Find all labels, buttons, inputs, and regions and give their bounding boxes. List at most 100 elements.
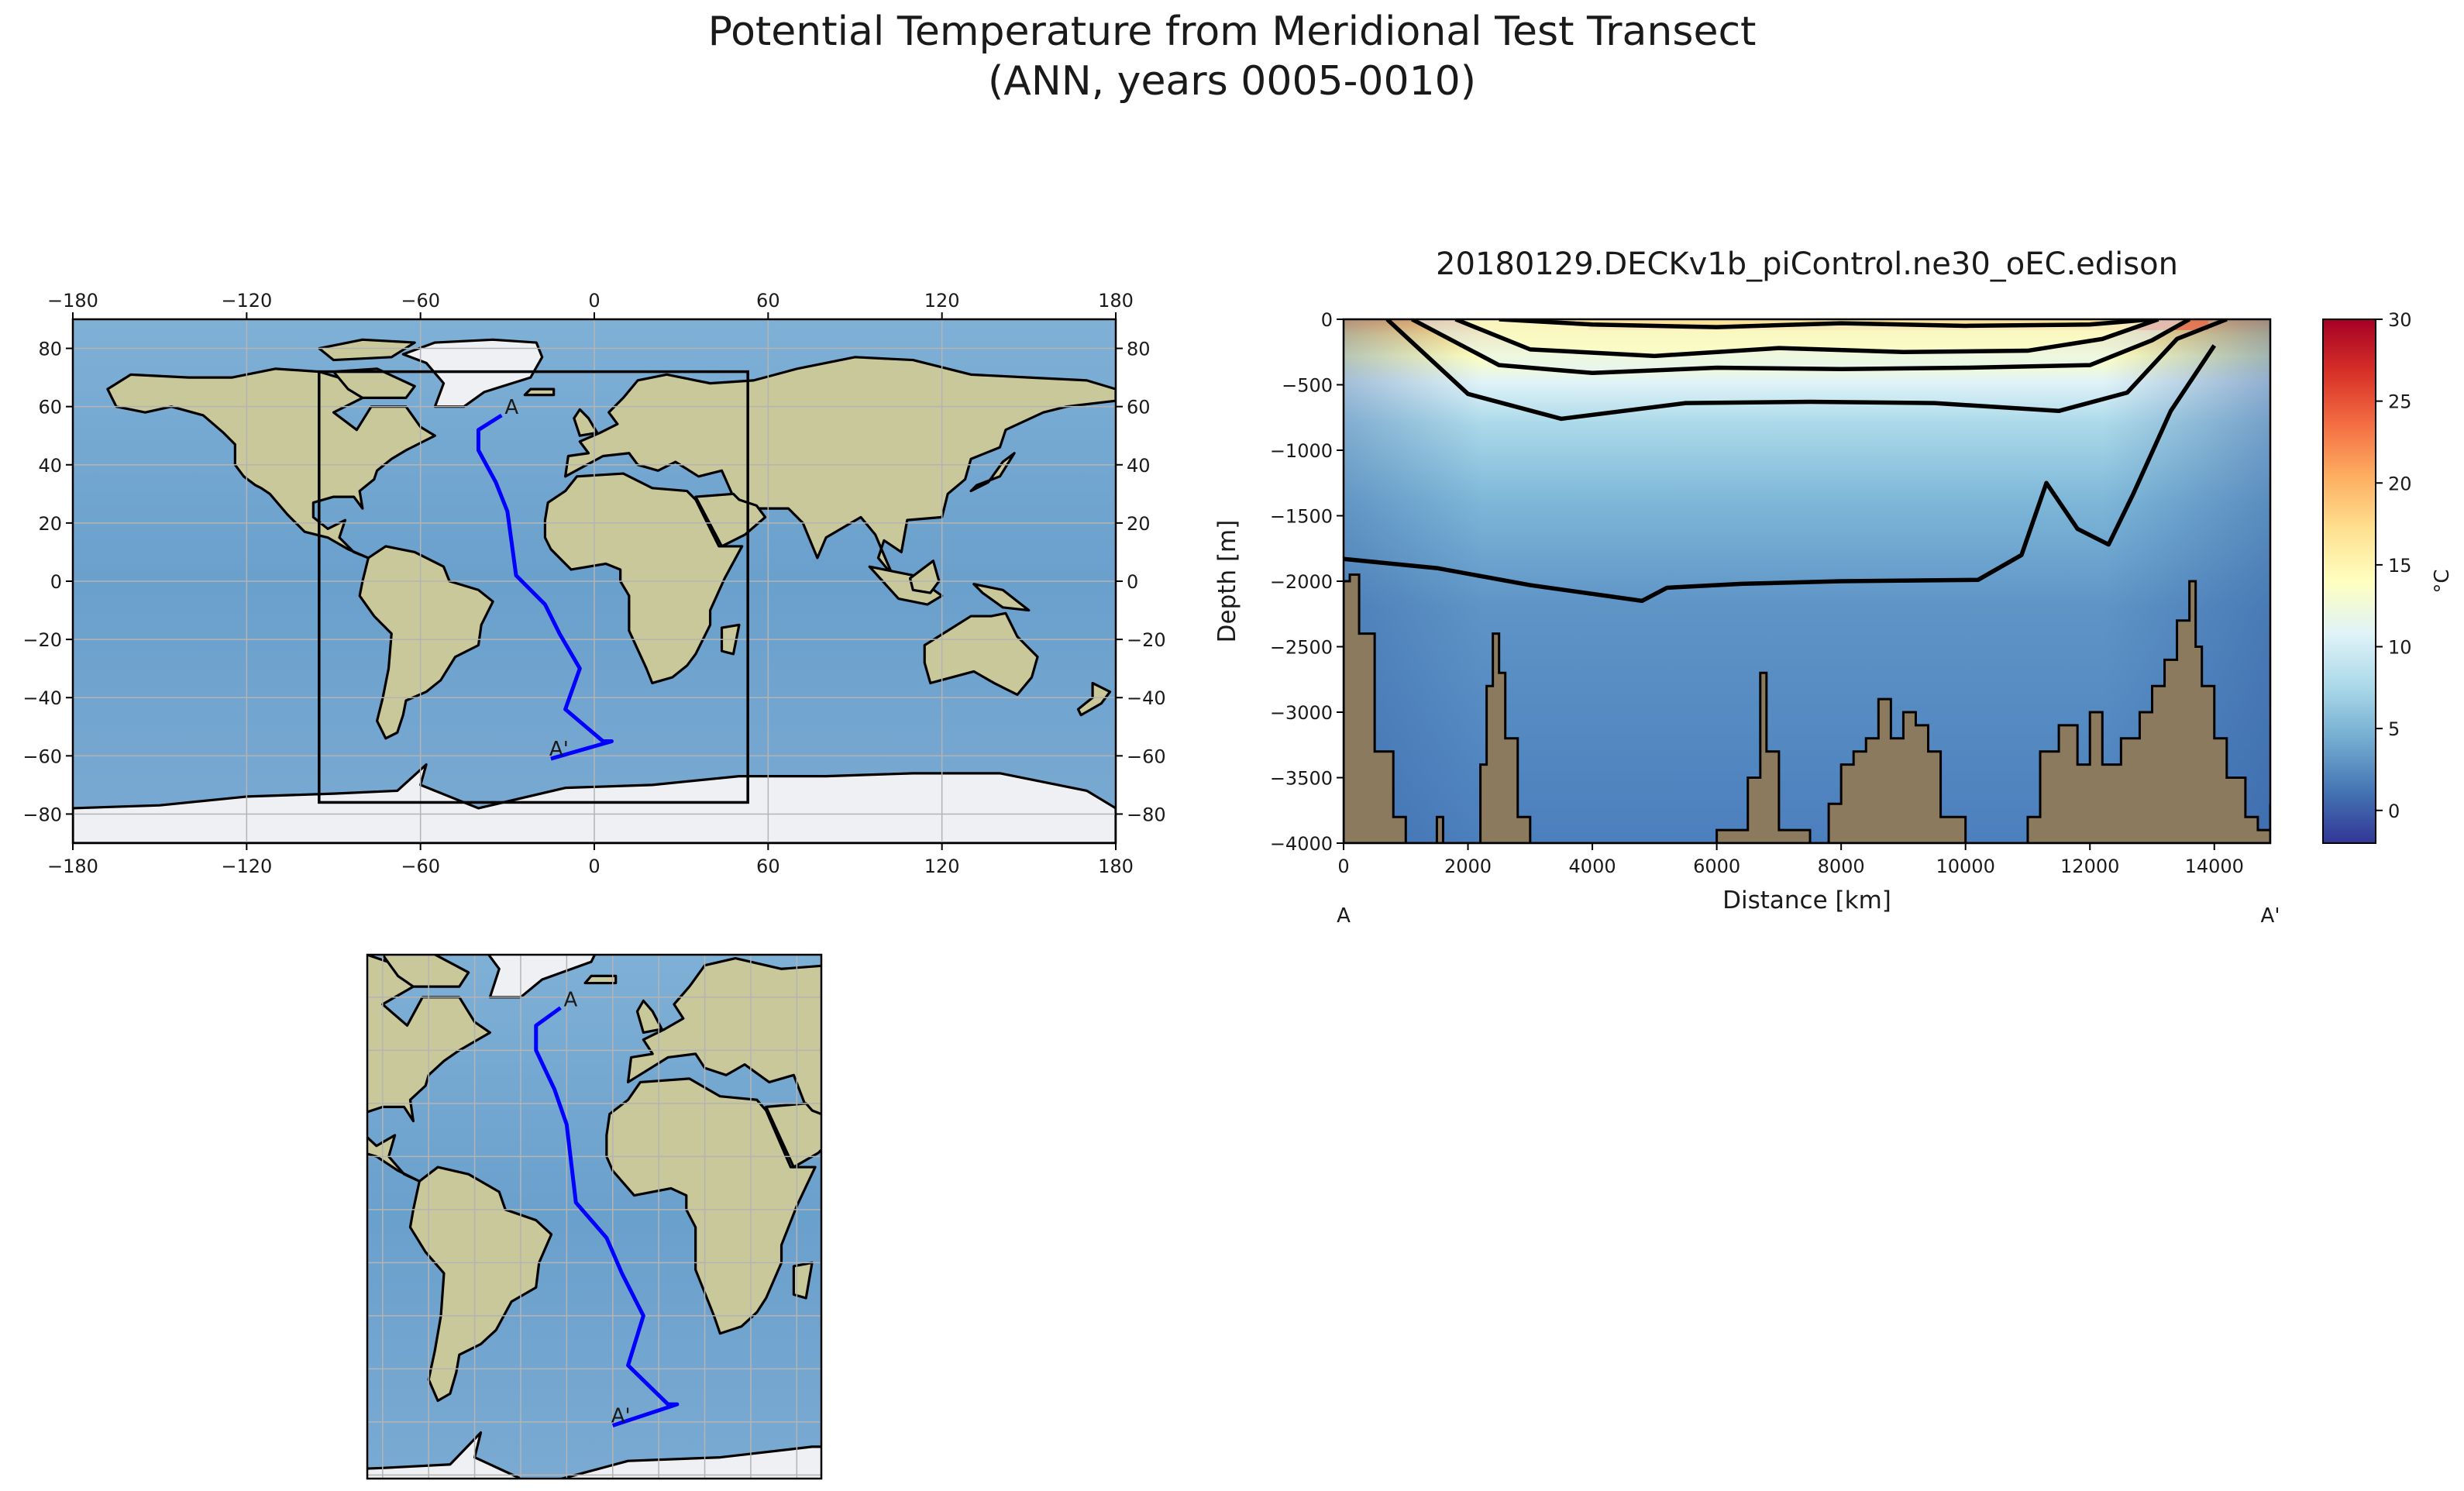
land-new-guinea <box>972 583 1031 612</box>
zoom-map-frame <box>366 953 823 1480</box>
seafloor-bathymetry <box>1344 573 2270 843</box>
section-ytick-label: −2000 <box>1270 571 1333 593</box>
xtick-label-bottom: −120 <box>221 856 272 877</box>
land-south-america <box>358 545 494 740</box>
zoom-map-gridlines <box>367 955 821 1479</box>
ytick-label-right: 0 <box>1127 571 1138 593</box>
land-new-zealand <box>1171 1334 1205 1372</box>
section-ytick-label: −2500 <box>1270 637 1333 659</box>
zoom-map: A A' <box>366 916 1205 1480</box>
land-arabia <box>765 1102 821 1169</box>
global-transect: A A' <box>476 396 614 761</box>
ytick-label-left: 60 <box>38 397 62 418</box>
ytick-label-right: 80 <box>1127 339 1151 360</box>
ytick-label-right: −40 <box>1127 687 1166 709</box>
colorbar-tick-label: 10 <box>2388 637 2412 659</box>
contour-20C <box>1499 319 2153 329</box>
section-xtick-label: 8000 <box>1818 856 1865 877</box>
transect-end-label: A' <box>549 738 569 761</box>
colorbar-tick-label: 25 <box>2388 391 2412 413</box>
xtick-label-top: −180 <box>47 290 98 312</box>
land-north-america <box>106 367 436 560</box>
land-greenland <box>401 338 544 408</box>
land-greenland <box>487 955 597 999</box>
xtick-label-bottom: −60 <box>401 856 440 877</box>
colorbar-ticks: 0 5 10 15 20 25 30 <box>2376 309 2412 822</box>
figure-title: Potential Temperature from Meridional Te… <box>708 9 1757 55</box>
section-ytick-label: −3000 <box>1270 702 1333 724</box>
ytick-label-left: −80 <box>22 804 62 825</box>
section-xtick-label: 14000 <box>2185 856 2244 877</box>
section-ytick-label: −4000 <box>1270 833 1333 855</box>
section-xtick-label: 12000 <box>2060 856 2119 877</box>
colorbar-tick-label: 0 <box>2388 801 2400 822</box>
section-title: 20180129.DECKv1b_piControl.ne30_oEC.edis… <box>1436 246 2178 282</box>
transect-end-label: A' <box>611 1404 631 1427</box>
colorbar-gradient <box>2322 319 2376 844</box>
land-baffin <box>381 955 470 988</box>
figure-subtitle: (ANN, years 0005-0010) <box>988 58 1476 105</box>
colorbar-label: °C <box>2431 569 2454 593</box>
warm-fill-15C <box>1455 319 2159 356</box>
ytick-label-right: −20 <box>1127 629 1166 651</box>
zoom-transect: A A' <box>534 989 680 1427</box>
xtick-label-top: −60 <box>401 290 440 312</box>
xtick-label-bottom: 60 <box>756 856 780 877</box>
section-ytick-label: 0 <box>1321 309 1333 331</box>
land-indonesia <box>950 1192 1027 1238</box>
ytick-label-left: 20 <box>38 513 62 535</box>
land-ellesmere <box>318 338 416 362</box>
ytick-label-right: −60 <box>1127 746 1166 767</box>
ytick-label-left: −60 <box>22 746 62 767</box>
land-australia <box>1009 1248 1128 1348</box>
ytick-label-right: −80 <box>1127 804 1166 825</box>
ytick-label-left: −40 <box>22 687 62 709</box>
ytick-label-right: 40 <box>1127 455 1151 477</box>
colorbar-tick-label: 20 <box>2388 473 2412 494</box>
global-map-ticks: −180 −180 −120 −120 −60 −60 0 0 60 60 120 120 180 180… <box>22 290 1165 877</box>
ytick-label-left: 80 <box>38 339 62 360</box>
section-ylabel: Depth [m] <box>1213 520 1241 643</box>
land-japan <box>969 452 1016 493</box>
land-iceland <box>583 974 618 985</box>
ytick-label-right: 60 <box>1127 397 1151 418</box>
global-map-gridlines <box>73 319 1116 843</box>
xtick-label-top: 0 <box>588 290 600 312</box>
section-xtick-label: 4000 <box>1569 856 1616 877</box>
ytick-label-left: 0 <box>50 571 62 593</box>
section-ytick-label: −1000 <box>1270 440 1333 462</box>
transect-section: 20180129.DECKv1b_piControl.ne30_oEC.edis… <box>1213 246 2454 928</box>
colorbar: 0 5 10 15 20 25 30 °C <box>2322 309 2454 844</box>
ytick-label-left: −20 <box>22 629 62 651</box>
xtick-label-bottom: 120 <box>924 856 960 877</box>
transect-line <box>476 413 614 761</box>
land-borneo <box>993 1185 1024 1224</box>
xtick-label-top: −120 <box>221 290 272 312</box>
section-xtick-label: 0 <box>1337 856 1349 877</box>
zoom-extent-box <box>318 370 749 804</box>
ytick-label-right: 20 <box>1127 513 1151 535</box>
colorbar-tick-label: 30 <box>2388 309 2412 331</box>
section-xtick-label: 2000 <box>1444 856 1492 877</box>
xtick-label-top: 180 <box>1098 290 1134 312</box>
land-iceland <box>523 387 556 397</box>
land-japan <box>1058 1054 1103 1100</box>
global-map: A A' −180 −180 −120 −120 −60 −60 0 0 60 60 120 120 18… <box>22 290 1165 877</box>
ytick-label-left: 40 <box>38 455 62 477</box>
endpoint-end-label: A' <box>2261 904 2280 928</box>
section-ticks: 0 2000 4000 6000 8000 10000 12000 14000 0 −500 −10… <box>1270 309 2244 877</box>
transect-start-label: A <box>504 396 518 419</box>
colorbar-tick-label: 5 <box>2388 718 2400 740</box>
transect-start-label: A <box>563 989 577 1012</box>
land-borneo <box>908 560 941 594</box>
xtick-label-top: 60 <box>756 290 780 312</box>
colorbar-tick-label: 15 <box>2388 555 2412 577</box>
land-ellesmere <box>367 916 469 941</box>
temperature-contours <box>1344 319 2228 604</box>
contour-15C <box>1454 319 2159 359</box>
zoom-box-rect <box>318 370 749 804</box>
section-ytick-label: −500 <box>1282 375 1333 397</box>
section-ytick-label: −3500 <box>1270 768 1333 790</box>
contour-3C <box>1344 344 2217 604</box>
